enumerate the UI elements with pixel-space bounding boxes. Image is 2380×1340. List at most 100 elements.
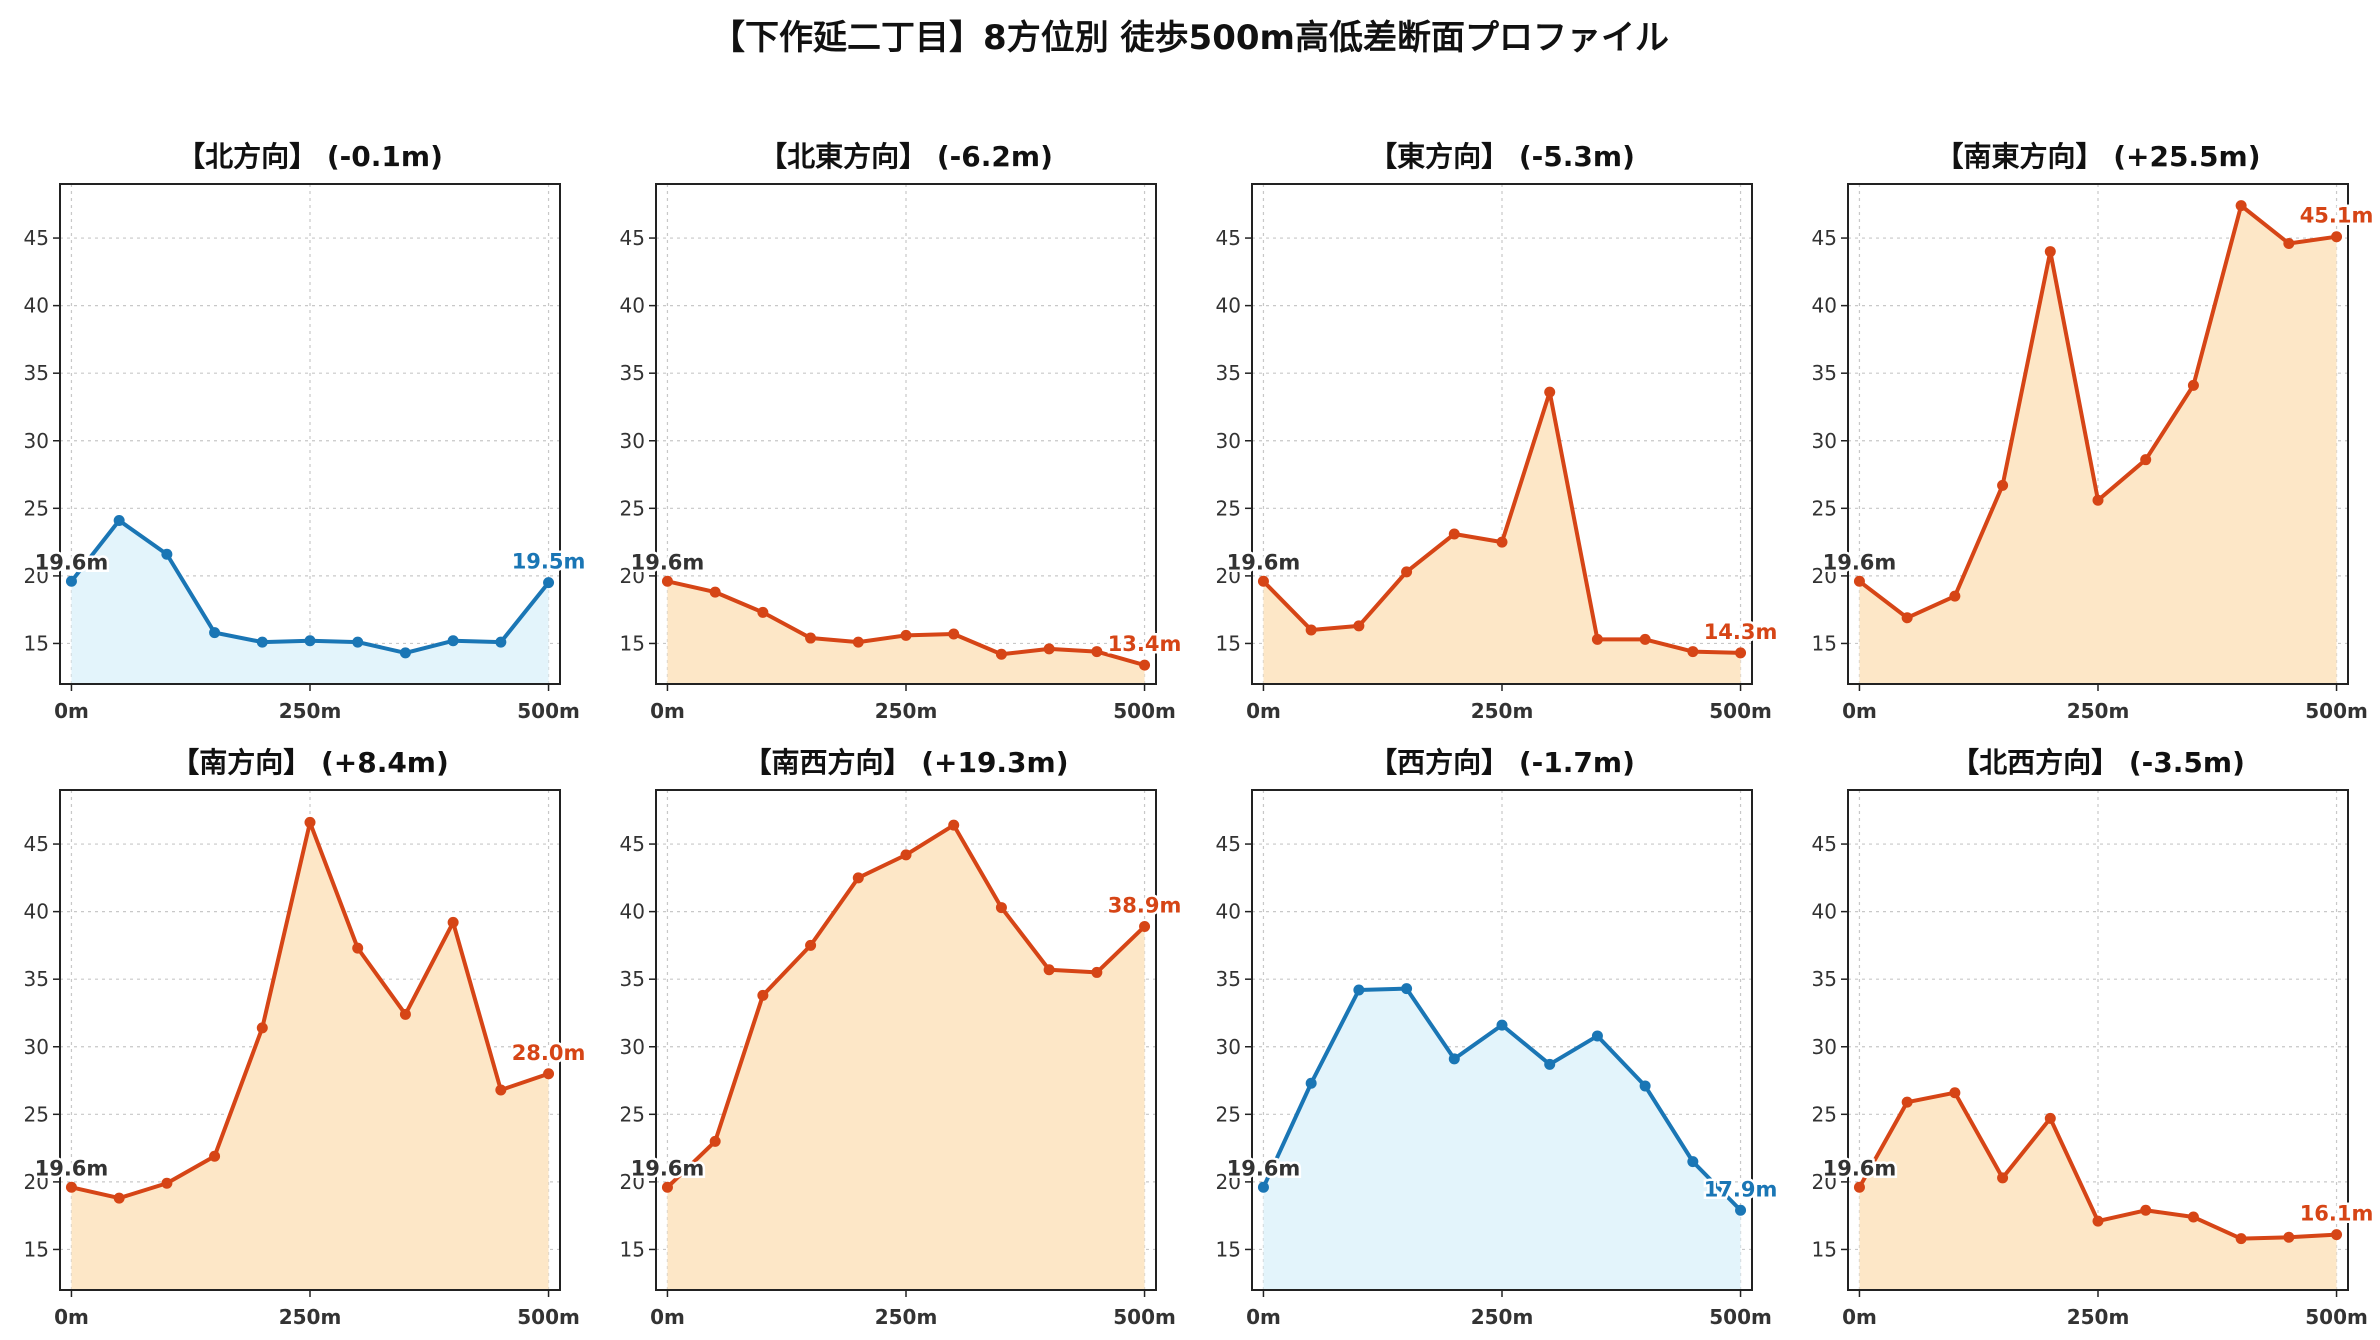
data-point — [113, 514, 125, 526]
data-point — [1353, 984, 1365, 996]
y-tick-label: 25 — [1812, 1102, 1837, 1126]
y-tick-label: 25 — [1216, 496, 1241, 520]
data-point — [1496, 1019, 1508, 1031]
y-tick-label: 45 — [1812, 832, 1837, 856]
data-point — [1401, 566, 1413, 578]
y-tick-label: 40 — [1216, 900, 1241, 924]
data-point — [65, 575, 77, 587]
y-tick-label: 15 — [24, 631, 49, 655]
x-tick-label: 0m — [650, 1305, 685, 1329]
panel-6: 【南西方向】 (+19.3m) 15 20 25 30 35 40 45 0m 250m 500m 1… — [620, 746, 1184, 1329]
panel-title: 【東方向】 (-5.3m) — [1369, 140, 1635, 173]
data-point — [757, 989, 769, 1001]
data-point — [805, 939, 817, 951]
y-tick-label: 25 — [620, 1102, 645, 1126]
data-point — [1496, 536, 1508, 548]
data-point — [256, 1022, 268, 1034]
data-point — [948, 628, 960, 640]
y-tick-label: 20 — [1812, 1170, 1837, 1194]
area-fill — [667, 581, 1145, 684]
start-elevation-label: 19.6m — [1227, 1156, 1301, 1180]
data-point — [1901, 1096, 1913, 1108]
x-tick-label: 500m — [2305, 699, 2368, 723]
data-point — [1591, 633, 1603, 645]
data-point — [2044, 1112, 2056, 1124]
data-point — [161, 1177, 173, 1189]
x-tick-label: 250m — [875, 699, 938, 723]
data-point — [2283, 1231, 2295, 1243]
data-point — [1997, 479, 2009, 491]
end-elevation-label: 19.5m — [512, 550, 586, 574]
area-fill — [1859, 1092, 2337, 1290]
data-point — [543, 1068, 555, 1080]
data-point — [304, 816, 316, 828]
data-point — [256, 636, 268, 648]
y-tick-label: 45 — [620, 226, 645, 250]
data-point — [1305, 1077, 1317, 1089]
x-tick-label: 250m — [1471, 699, 1534, 723]
data-point — [447, 635, 459, 647]
data-point — [2044, 246, 2056, 258]
y-tick-label: 15 — [24, 1237, 49, 1261]
data-point — [1949, 1087, 1961, 1099]
x-tick-label: 0m — [1246, 1305, 1281, 1329]
y-tick-label: 35 — [24, 361, 49, 385]
data-point — [1544, 386, 1556, 398]
y-tick-label: 20 — [620, 564, 645, 588]
panel-title: 【南東方向】 (+25.5m) — [1935, 140, 2260, 173]
y-tick-label: 30 — [1216, 429, 1241, 453]
area-fill — [667, 825, 1145, 1290]
panel-3: 【東方向】 (-5.3m) 15 20 25 30 35 40 45 0m 250m 500m 19.… — [1216, 140, 1780, 723]
y-tick-label: 20 — [24, 1170, 49, 1194]
x-tick-label: 0m — [1842, 1305, 1877, 1329]
x-tick-label: 250m — [279, 699, 342, 723]
data-point — [304, 635, 316, 647]
end-elevation-label: 16.1m — [2300, 1202, 2374, 1226]
panel-title: 【北東方向】 (-6.2m) — [759, 140, 1053, 173]
y-tick-label: 35 — [1216, 967, 1241, 991]
data-point — [1735, 647, 1747, 659]
panel-1: 【北方向】 (-0.1m) 15 20 25 30 35 40 45 0m 250m 500m 19.… — [24, 140, 588, 723]
x-tick-label: 500m — [1709, 699, 1772, 723]
data-point — [2140, 1204, 2152, 1216]
data-point — [1401, 983, 1413, 995]
y-tick-label: 45 — [1216, 226, 1241, 250]
y-tick-label: 45 — [1216, 832, 1241, 856]
data-point — [1591, 1030, 1603, 1042]
y-tick-label: 45 — [24, 226, 49, 250]
panel-7: 【西方向】 (-1.7m) 15 20 25 30 35 40 45 0m 250m 500m 19.… — [1216, 746, 1780, 1329]
data-point — [709, 586, 721, 598]
data-point — [1139, 920, 1151, 932]
start-elevation-label: 19.6m — [35, 550, 109, 574]
data-point — [2140, 454, 2152, 466]
panel-5: 【南方向】 (+8.4m) 15 20 25 30 35 40 45 0m 250m 500m 19.… — [24, 746, 588, 1329]
y-tick-label: 30 — [620, 429, 645, 453]
y-tick-label: 40 — [620, 294, 645, 318]
y-tick-label: 35 — [1812, 967, 1837, 991]
data-point — [2235, 1233, 2247, 1245]
x-tick-label: 500m — [517, 1305, 580, 1329]
panel-8: 【北西方向】 (-3.5m) 15 20 25 30 35 40 45 0m 250m 500m 19… — [1812, 746, 2376, 1329]
start-elevation-label: 19.6m — [1227, 550, 1301, 574]
y-tick-label: 15 — [620, 631, 645, 655]
x-tick-label: 0m — [54, 1305, 89, 1329]
data-point — [2187, 379, 2199, 391]
y-tick-label: 30 — [24, 429, 49, 453]
data-point — [65, 1181, 77, 1193]
data-point — [352, 636, 364, 648]
y-tick-label: 20 — [1812, 564, 1837, 588]
data-point — [209, 627, 221, 639]
data-point — [1853, 575, 1865, 587]
data-point — [661, 575, 673, 587]
y-tick-label: 25 — [24, 496, 49, 520]
end-elevation-label: 17.9m — [1704, 1177, 1778, 1201]
data-point — [1091, 646, 1103, 658]
x-tick-label: 500m — [1113, 1305, 1176, 1329]
x-tick-label: 500m — [2305, 1305, 2368, 1329]
y-tick-label: 25 — [24, 1102, 49, 1126]
y-tick-label: 40 — [1216, 294, 1241, 318]
y-tick-label: 20 — [1216, 564, 1241, 588]
panel-2: 【北東方向】 (-6.2m) 15 20 25 30 35 40 45 0m 250m 500m 19… — [620, 140, 1184, 723]
y-tick-label: 25 — [620, 496, 645, 520]
